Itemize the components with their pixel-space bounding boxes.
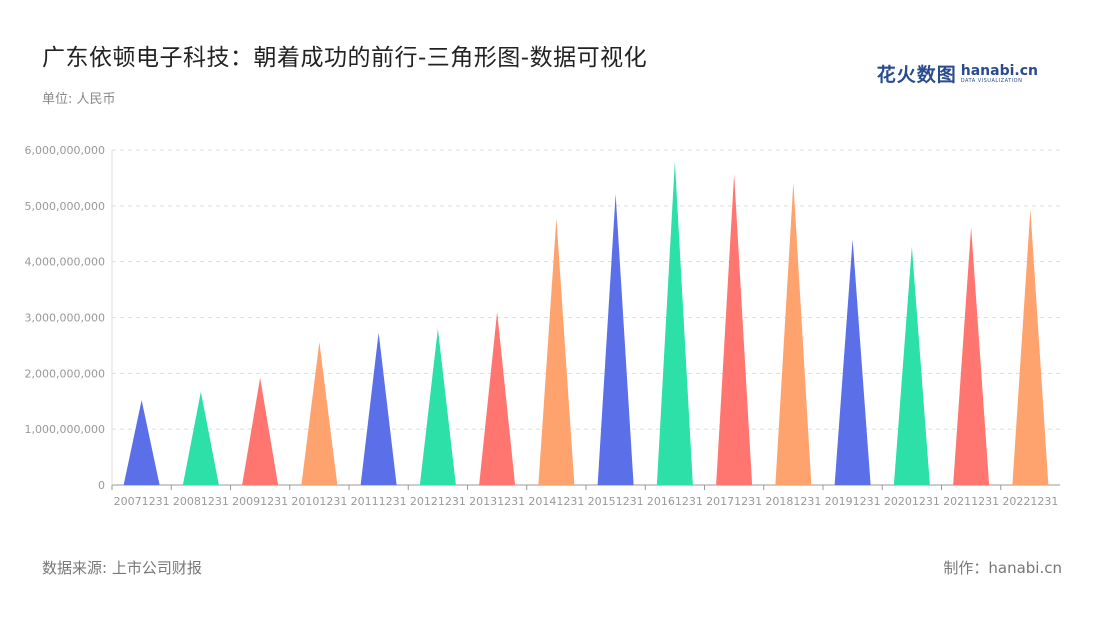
x-tick-label: 20211231 [943,495,999,508]
x-tick-labels: 20071231 20081231 20091231 20101231 20111231… [114,495,1059,508]
y-tick-labels: 0 1,000,000,000 2,000,000,000 3,000,000,000… [25,144,105,492]
x-tick-label: 20151231 [588,495,644,508]
x-tick-label: 20091231 [232,495,288,508]
x-tick-label: 20111231 [351,495,407,508]
y-tick-label: 3,000,000,000 [25,312,105,325]
x-tick-label: 20121231 [410,495,466,508]
maker-credit: 制作：hanabi.cn [943,559,1062,577]
logo-sub-text: DATA VISUALIZATION [960,77,1023,84]
x-tick-label: 20191231 [825,495,881,508]
x-tick-label: 20201231 [884,495,940,508]
x-tick-label: 20221231 [1002,495,1058,508]
triangle-bar [538,218,575,485]
page-title: 广东依顿电子科技：朝着成功的前行-三角形图-数据可视化 [42,45,648,71]
x-tick-label: 20161231 [647,495,703,508]
bar-layer [123,161,1049,486]
logo-cn-text: 花火数图 [876,64,957,86]
y-tick-label: 2,000,000,000 [25,367,105,380]
triangle-bar [123,400,160,485]
data-source: 数据来源: 上市公司财报 [42,559,202,577]
brand-logo: 花火数图 hanabi.cn DATA VISUALIZATION [877,60,1038,87]
x-tick-label: 20171231 [706,495,762,508]
triangle-bar [953,227,990,486]
x-tick-label: 20101231 [291,495,347,508]
logo-en-text: hanabi.cn [960,62,1038,79]
x-tick-label: 20181231 [765,495,821,508]
x-tick-label: 20141231 [528,495,584,508]
triangle-bar [656,161,693,485]
y-tick-label: 5,000,000,000 [25,200,105,213]
triangle-bar [242,377,279,485]
triangle-bar [1012,209,1049,485]
x-tick-label: 20071231 [114,495,170,508]
triangle-bar [479,311,516,485]
logo-en-group: hanabi.cn DATA VISUALIZATION [961,64,1038,84]
triangle-bar [716,174,753,485]
unit-label: 单位: 人民币 [42,92,116,107]
triangle-bar [893,246,930,485]
triangle-bar [301,342,338,485]
x-tick-label: 20081231 [173,495,229,508]
y-tick-label: 1,000,000,000 [25,423,105,436]
triangle-bar [597,194,634,485]
y-tick-label: 4,000,000,000 [25,256,105,269]
triangle-bar [419,328,456,485]
triangle-bar [182,391,219,485]
triangle-bar [834,239,871,485]
triangle-bar [360,332,397,485]
y-tick-label: 0 [98,479,105,492]
y-tick-label: 6,000,000,000 [25,144,105,157]
triangle-bar [775,182,812,485]
x-tick-label: 20131231 [469,495,525,508]
